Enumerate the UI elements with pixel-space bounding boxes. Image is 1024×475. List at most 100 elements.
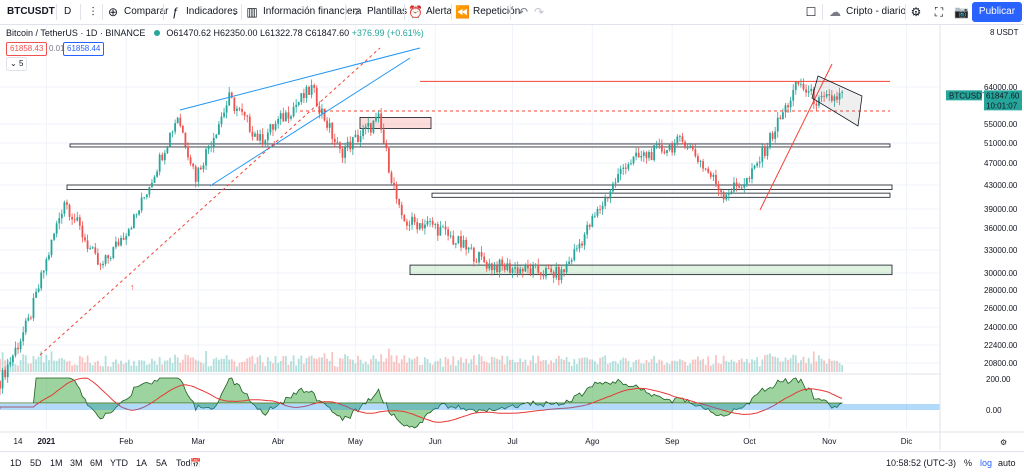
volume-bar	[27, 363, 30, 372]
oscillator-axis-label: 200.00	[986, 375, 1011, 384]
time-axis-label: 2021	[37, 437, 55, 446]
candle-body	[45, 259, 48, 271]
interval-button[interactable]: D	[64, 0, 71, 24]
volume-bar	[727, 362, 730, 372]
volume-bar	[45, 354, 48, 372]
volume-bar	[30, 363, 32, 372]
replay-button[interactable]: ⏪ Repetición	[455, 0, 520, 24]
candle-body	[68, 204, 71, 217]
candle-body	[130, 228, 133, 230]
price-axis-label: 30000.00	[984, 269, 1018, 278]
candle-body	[612, 183, 614, 192]
candle-body	[467, 247, 470, 250]
volume-bar	[483, 361, 486, 372]
range-button-todos[interactable]: Todos	[176, 458, 201, 468]
candle-body	[431, 220, 434, 225]
volume-bar	[782, 361, 784, 372]
timezone-button[interactable]: 10:58:52 (UTC-3)	[886, 458, 957, 468]
expand-button[interactable]: ⛶	[932, 0, 946, 24]
volume-bar	[53, 360, 55, 372]
ask-price-box[interactable]: 61858.44	[63, 42, 105, 56]
candle-body	[91, 247, 94, 249]
compare-button[interactable]: ⊕ Comparar	[106, 0, 169, 24]
candle-body	[127, 229, 130, 237]
range-button-1d[interactable]: 1D	[10, 458, 22, 468]
symbol-search-button[interactable]: BTCUSDT	[7, 6, 55, 17]
range-button-1a[interactable]: 1A	[136, 458, 148, 468]
volume-bar	[751, 359, 753, 372]
range-button-ytd[interactable]: YTD	[110, 458, 128, 468]
time-axis: 14 2021 Feb Mar Abr May Jun Jul Ago Sep Oct Nov Dic ⚙	[0, 431, 1024, 447]
price-axis-label: 39000.00	[984, 205, 1018, 214]
range-button-3m[interactable]: 3M	[70, 458, 83, 468]
redo-button[interactable]: ↷	[532, 0, 546, 24]
chart-style-button[interactable]: ⫶	[86, 0, 100, 24]
candle-body	[197, 167, 200, 182]
candle-body	[604, 197, 607, 206]
volume-bar	[655, 363, 658, 372]
financials-button[interactable]: ▥ Información financiera	[245, 0, 361, 24]
candle-body	[6, 364, 9, 378]
volume-bar	[158, 357, 161, 372]
bid-price-box[interactable]: 61858.43	[6, 42, 48, 56]
range-button-5a[interactable]: 5A	[156, 458, 168, 468]
chart-area[interactable]: ↑↑ 8 USDT64000.0055000.0051000.0047000.0…	[0, 25, 1024, 450]
volume-bar	[416, 356, 419, 372]
candle-body	[403, 215, 406, 222]
fullscreen-toggle[interactable]: ☐	[804, 0, 818, 24]
candle-body	[578, 243, 581, 249]
screenshot-button[interactable]: 📷	[954, 0, 969, 24]
range-button-5d[interactable]: 5D	[30, 458, 42, 468]
candle-body	[617, 174, 619, 183]
candle-body	[449, 235, 452, 237]
volume-bar	[735, 362, 738, 372]
candle-body	[357, 134, 359, 143]
candle-body	[390, 172, 393, 183]
templates-button[interactable]: ⁘ Plantillas	[349, 0, 407, 24]
candle-body	[377, 113, 380, 117]
candle-body	[349, 141, 352, 150]
candle-body	[96, 253, 99, 265]
candle-body	[156, 171, 158, 177]
volume-bar	[192, 357, 195, 372]
range-button-1m[interactable]: 1M	[50, 458, 63, 468]
pivot-arrow: ↑	[272, 138, 277, 148]
candle-body	[519, 268, 522, 274]
volume-bar	[663, 364, 666, 372]
volume-bar	[230, 359, 233, 372]
range-button-6m[interactable]: 6M	[90, 458, 103, 468]
time-axis-label: Jun	[429, 437, 442, 446]
candle-body	[323, 108, 326, 121]
candle-body	[406, 221, 408, 226]
volume-bar	[313, 358, 316, 372]
indicators-toggle[interactable]: ⌄ 5	[6, 57, 28, 71]
alert-button[interactable]: ⏰ Alerta	[408, 0, 452, 24]
indicators-dropdown[interactable]: ⌄	[228, 0, 242, 24]
candle-body	[305, 86, 308, 99]
volume-bar	[429, 363, 431, 372]
volume-bar	[841, 365, 844, 372]
date-range-button[interactable]: 📅	[190, 452, 201, 475]
candle-body	[202, 165, 205, 170]
volume-bar	[323, 353, 326, 372]
volume-bar	[660, 360, 663, 372]
layout-button[interactable]: ☁ Cripto - diario ⌄	[828, 0, 924, 24]
volume-bar	[475, 364, 478, 372]
volume-bar	[256, 357, 259, 372]
candle-body	[58, 218, 61, 224]
publish-button[interactable]: Publicar	[972, 2, 1022, 22]
percent-scale-toggle[interactable]: %	[964, 458, 973, 468]
indicators-button[interactable]: ƒ Indicadores	[168, 0, 238, 24]
log-scale-toggle[interactable]: log	[980, 458, 993, 468]
volume-bar	[761, 359, 764, 372]
candle-body	[171, 131, 174, 133]
auto-scale-toggle[interactable]: auto	[998, 458, 1016, 468]
volume-bar	[563, 359, 565, 372]
candle-body	[140, 197, 143, 211]
volume-bar	[426, 359, 429, 372]
candle-body	[189, 157, 192, 164]
settings-button[interactable]: ⚙	[909, 0, 923, 24]
undo-button[interactable]: ↶	[516, 0, 530, 24]
candle-body	[789, 100, 792, 108]
candle-body	[627, 164, 630, 169]
